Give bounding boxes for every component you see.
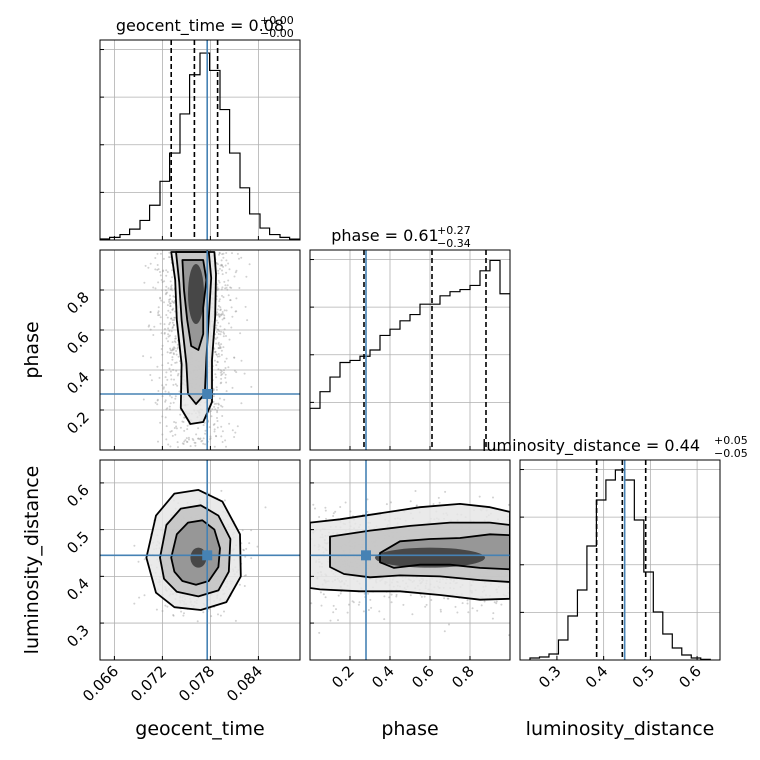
title-luminosity-distance: luminosity_distance = 0.44: [482, 436, 700, 456]
panel-border-hist-2: [519, 459, 721, 661]
xtick-label-luminosity_distance-3: 0.6: [675, 662, 705, 692]
ytick-label-phase-2: 0.6: [63, 328, 93, 358]
panel-content-geocent_time-luminosity_distance: [100, 460, 300, 660]
title-phase-minus: −0.34: [437, 237, 471, 250]
xtick-label-geocent_time-1: 0.072: [127, 662, 170, 705]
panel-border-hist-0: [99, 39, 301, 241]
ylabel-phase: phase: [21, 321, 43, 378]
xtick-label-luminosity_distance-0: 0.3: [535, 662, 565, 692]
panel-2d-2: [309, 459, 511, 661]
xtick-label-phase-0: 0.2: [328, 662, 358, 692]
title-phase: phase = 0.61: [331, 226, 438, 245]
ytick-label-luminosity_distance-3: 0.6: [63, 481, 93, 511]
panel-hist-0: [99, 39, 301, 241]
xtick-label-phase-1: 0.4: [368, 662, 398, 692]
title-luminosity-distance-minus: −0.05: [714, 447, 748, 460]
panel-hist-2: [519, 459, 721, 661]
panel-border-hist-1: [309, 249, 511, 451]
ylabel-luminosity-distance: luminosity_distance: [21, 466, 43, 655]
xtick-label-phase-3: 0.8: [448, 662, 478, 692]
panel-border-geocent_time-phase: [99, 249, 301, 451]
title-luminosity-distance-plus: +0.05: [714, 434, 748, 447]
panel-border-geocent_time-luminosity_distance: [99, 459, 301, 661]
panel-2d-1: [99, 459, 301, 661]
density-core-geocent_time-phase: [188, 264, 204, 324]
panel-2d-0: [99, 249, 301, 451]
xlabel-phase: phase: [381, 718, 438, 740]
xlabel-geocent-time: geocent_time: [135, 718, 264, 740]
xtick-label-luminosity_distance-2: 0.5: [629, 662, 659, 692]
contour-line-geocent_time-luminosity_distance-2: [170, 519, 221, 586]
xtick-label-geocent_time-3: 0.084: [223, 662, 266, 705]
title-phase-plus: +0.27: [437, 224, 471, 237]
ytick-label-phase-3: 0.8: [63, 288, 93, 318]
panel-content-phase-luminosity_distance: [310, 460, 510, 660]
ytick-label-luminosity_distance-0: 0.3: [63, 621, 93, 651]
truth-marker-phase-luminosity_distance: [361, 550, 371, 561]
histogram-phase: [310, 259, 510, 450]
xlabel-luminosity-distance: luminosity_distance: [526, 718, 715, 740]
histogram-geocent_time: [100, 52, 300, 240]
contour-line-geocent_time-phase-0: [170, 251, 217, 425]
contour-line-geocent_time-phase-1: [175, 251, 213, 405]
contour-line-phase-luminosity_distance-0: [310, 502, 510, 601]
panel-content-geocent_time-phase: [100, 250, 300, 450]
xtick-label-luminosity_distance-1: 0.4: [582, 662, 612, 692]
ytick-label-luminosity_distance-1: 0.4: [63, 574, 93, 604]
contour-line-phase-luminosity_distance-2: [379, 533, 510, 571]
xtick-label-phase-2: 0.6: [408, 662, 438, 692]
truth-marker-geocent_time-phase: [202, 389, 213, 399]
panel-border-phase-luminosity_distance: [309, 459, 511, 661]
xtick-label-geocent_time-0: 0.066: [79, 662, 122, 705]
title-geocent-time: geocent_time = 0.08: [116, 16, 284, 36]
contour-line-phase-luminosity_distance-1: [329, 521, 510, 583]
truth-marker-geocent_time-luminosity_distance: [202, 550, 213, 561]
contour-line-geocent_time-phase-2: [181, 259, 208, 351]
title-geocent-time-minus: −0.00: [260, 27, 294, 40]
density-core-phase-luminosity_distance: [375, 547, 485, 568]
title-geocent-time-plus: +0.00: [260, 14, 294, 27]
ytick-label-luminosity_distance-2: 0.5: [63, 528, 93, 558]
histogram-luminosity_distance: [529, 469, 711, 660]
xtick-label-geocent_time-2: 0.078: [175, 662, 218, 705]
panel-hist-1: [309, 249, 511, 451]
ytick-label-phase-0: 0.2: [63, 408, 93, 438]
ytick-label-phase-1: 0.4: [63, 368, 93, 398]
